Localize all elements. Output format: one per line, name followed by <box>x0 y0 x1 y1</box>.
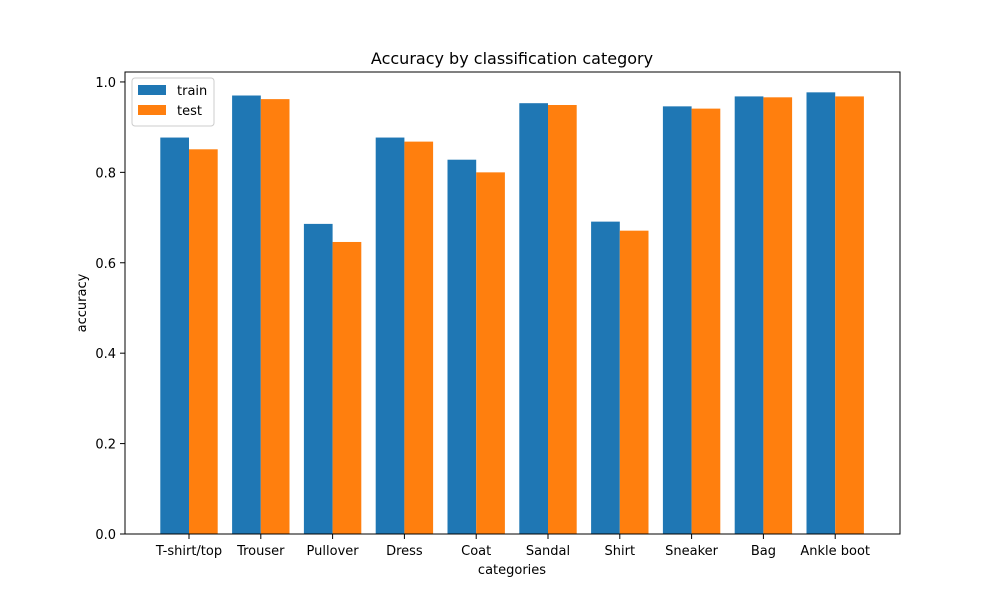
y-axis: 0.0 0.2 0.4 0.6 0.8 1.0 <box>95 76 125 543</box>
bar-test-9 <box>835 96 864 535</box>
x-tick-label-3: Dress <box>386 544 423 559</box>
x-tick-label-9: Ankle boot <box>800 544 870 559</box>
x-tick-label-5: Sandal <box>526 544 570 559</box>
bar-train-7 <box>662 106 692 534</box>
chart-title: Accuracy by classification category <box>371 49 653 68</box>
bar-test-8 <box>763 97 793 535</box>
x-axis-label: categories <box>478 563 546 578</box>
x-tick-label-7: Sneaker <box>665 544 719 559</box>
bar-train-6 <box>591 221 620 535</box>
x-tick-label-1: Trouser <box>236 544 285 559</box>
bar-train-0 <box>160 137 189 534</box>
bars-group <box>160 92 864 535</box>
bar-train-4 <box>447 159 477 535</box>
y-tick-label-0: 0.0 <box>95 528 116 543</box>
x-tick-label-0: T-shirt/top <box>155 544 222 559</box>
bar-test-0 <box>189 149 218 534</box>
bar-test-1 <box>260 99 290 534</box>
y-tick-label-4: 0.8 <box>95 166 116 181</box>
x-tick-label-4: Coat <box>461 544 491 559</box>
y-tick-label-3: 0.6 <box>95 257 116 272</box>
legend: train test <box>131 77 215 127</box>
bar-train-5 <box>519 103 548 535</box>
legend-swatch-test <box>138 105 166 115</box>
plot-frame <box>124 71 901 535</box>
bar-test-4 <box>476 172 505 534</box>
bar-test-5 <box>548 105 577 534</box>
x-axis: T-shirt/top Trouser Pullover Dress Coat Sanda… <box>155 534 870 559</box>
x-tick-label-6: Shirt <box>605 544 636 559</box>
bar-train-3 <box>375 137 405 534</box>
bar-test-6 <box>619 230 649 534</box>
bar-test-2 <box>332 241 362 534</box>
bar-train-2 <box>303 223 333 534</box>
legend-swatch-train <box>138 85 166 95</box>
y-tick-label-5: 1.0 <box>95 76 116 91</box>
bar-train-9 <box>806 92 836 534</box>
x-tick-label-2: Pullover <box>307 544 360 559</box>
bar-train-8 <box>734 96 764 535</box>
legend-label-train: train <box>177 84 207 99</box>
bar-test-3 <box>404 141 434 534</box>
y-tick-label-2: 0.4 <box>95 347 116 362</box>
bar-test-7 <box>691 108 721 534</box>
x-tick-label-8: Bag <box>751 544 776 559</box>
bar-train-1 <box>232 95 261 535</box>
legend-label-test: test <box>177 104 202 119</box>
y-tick-label-1: 0.2 <box>95 438 116 453</box>
y-axis-label: accuracy <box>75 273 90 332</box>
